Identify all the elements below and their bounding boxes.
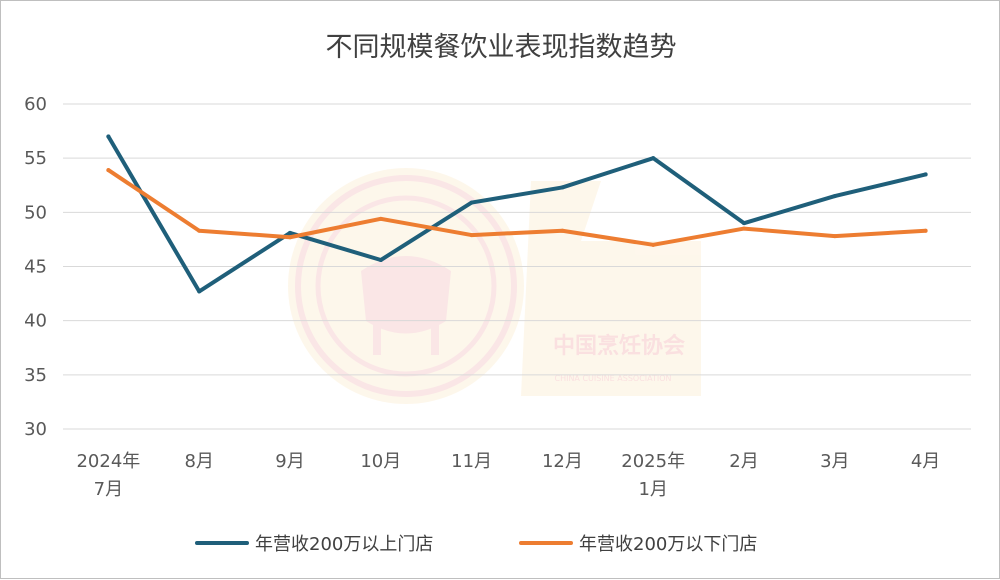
chart-title: 不同规模餐饮业表现指数趋势 — [326, 32, 677, 63]
data-point — [288, 230, 292, 235]
y-tick-label: 35 — [24, 365, 47, 386]
x-tick-label: 2024年 — [76, 451, 140, 472]
watermark-vessel-leg — [431, 321, 439, 355]
y-tick-label: 60 — [24, 94, 47, 115]
data-point — [378, 216, 383, 221]
watermark-l-shape — [521, 181, 701, 396]
y-tick-label: 30 — [24, 419, 47, 440]
gridlines — [63, 103, 971, 430]
watermark-text: 中国烹饪协会 — [553, 333, 685, 359]
data-point — [742, 226, 746, 231]
data-point — [560, 185, 565, 190]
watermark-vessel-icon — [361, 256, 451, 334]
data-point — [742, 221, 746, 226]
watermark-logo: 中国烹饪协会 CHINA CUISINE ASSOCIATION — [288, 168, 701, 404]
data-point — [469, 200, 474, 205]
x-tick-label: 8月 — [184, 451, 213, 472]
data-point — [106, 134, 111, 139]
series-line-1 — [106, 168, 928, 247]
y-tick-label: 55 — [24, 148, 47, 169]
x-tick-label: 2025年 — [621, 451, 685, 472]
x-tick-label: 4月 — [911, 451, 940, 472]
watermark-vessel-leg — [373, 321, 381, 355]
watermark-ring-outer — [295, 175, 517, 397]
series-lines — [106, 134, 928, 294]
x-tick-label: 3月 — [820, 451, 849, 472]
data-point — [197, 228, 202, 233]
x-tick-label: 11月 — [451, 451, 492, 472]
series-line-0 — [106, 134, 928, 294]
x-tick-label: 7月 — [94, 479, 123, 500]
watermark-subtext: CHINA CUISINE ASSOCIATION — [554, 374, 671, 383]
data-point — [923, 228, 928, 233]
watermark-ring-inner — [315, 195, 497, 377]
x-tick-label: 9月 — [275, 451, 304, 472]
legend: 年营收200万以上门店 年营收200万以下门店 — [195, 534, 757, 555]
data-point — [651, 156, 656, 161]
data-point — [651, 242, 656, 247]
y-axis: 60 55 50 45 40 35 30 — [24, 94, 47, 440]
x-tick-label: 12月 — [542, 451, 583, 472]
legend-label: 年营收200万以上门店 — [255, 534, 433, 555]
data-point — [832, 234, 837, 239]
data-point — [288, 235, 292, 240]
data-point — [106, 168, 111, 173]
y-tick-label: 45 — [24, 257, 47, 278]
x-axis: 2024年 7月 8月 9月 10月 11月 12月 2025年 1月 2月 3月 4月 — [76, 451, 940, 500]
data-point — [469, 233, 474, 238]
data-point — [560, 228, 565, 233]
y-tick-label: 50 — [24, 202, 47, 223]
data-point — [923, 172, 928, 177]
data-point — [832, 194, 837, 199]
y-tick-label: 40 — [24, 311, 47, 332]
x-tick-label: 2月 — [729, 451, 758, 472]
data-point — [197, 289, 202, 294]
data-point — [378, 258, 383, 262]
x-tick-label: 1月 — [638, 479, 667, 500]
legend-label: 年营收200万以下门店 — [579, 534, 757, 555]
x-tick-label: 10月 — [360, 451, 401, 472]
